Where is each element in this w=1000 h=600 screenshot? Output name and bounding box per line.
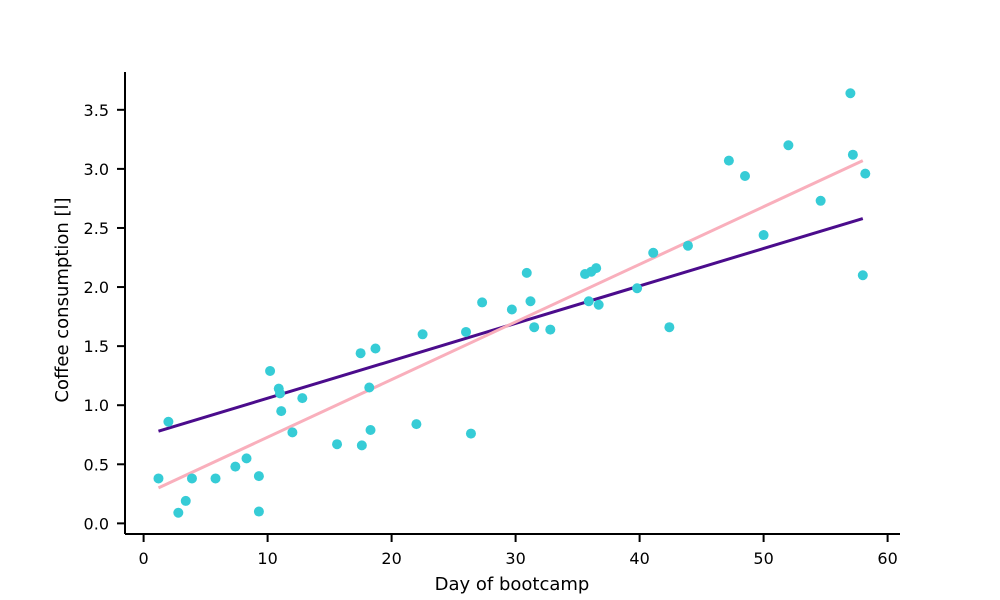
data-point: [506, 304, 517, 315]
data-point: [411, 419, 422, 430]
data-point: [847, 149, 858, 160]
data-point: [583, 296, 594, 307]
data-point: [783, 140, 794, 151]
data-point: [648, 247, 659, 258]
y-tick-label: 1.0: [84, 396, 109, 415]
data-point: [356, 440, 367, 451]
data-point: [253, 471, 264, 482]
data-point: [332, 439, 343, 450]
data-point: [230, 461, 241, 472]
data-point: [723, 155, 734, 166]
data-point: [525, 296, 536, 307]
data-point: [632, 283, 643, 294]
data-point: [370, 343, 381, 354]
y-tick-label: 1.5: [84, 337, 109, 356]
data-point: [529, 322, 540, 333]
data-point: [758, 230, 769, 241]
data-point: [465, 428, 476, 439]
y-tick-label: 0.5: [84, 455, 109, 474]
x-tick-label: 10: [257, 549, 277, 568]
x-tick-label: 60: [877, 549, 897, 568]
data-point: [276, 406, 287, 417]
data-point: [545, 324, 556, 335]
y-tick-label: 0.0: [84, 514, 109, 533]
data-points: [153, 88, 871, 518]
data-point: [275, 388, 285, 399]
y-tick-label: 3.0: [84, 160, 109, 179]
data-point: [364, 382, 375, 393]
ticks: 0 10 20 30 40 50 60 0.0 0.5 1.0 1.5 2.0 2.5 3.0 3.5: [84, 101, 898, 568]
data-point: [287, 427, 298, 438]
data-point: [857, 270, 868, 281]
x-tick-label: 40: [629, 549, 649, 568]
data-point: [241, 453, 252, 464]
y-tick-label: 2.5: [84, 219, 109, 238]
x-tick-label: 50: [753, 549, 773, 568]
x-tick-label: 0: [139, 549, 149, 568]
data-point: [845, 88, 856, 99]
data-point: [163, 416, 174, 427]
data-point: [815, 195, 826, 206]
data-point: [860, 168, 871, 179]
y-tick-label: 3.5: [84, 101, 109, 120]
data-point: [180, 495, 191, 506]
data-point: [461, 326, 471, 337]
data-point: [365, 425, 376, 436]
data-point: [591, 263, 602, 274]
data-point: [153, 473, 164, 484]
y-axis-title: Coffee consumption [l]: [52, 197, 73, 402]
data-point: [173, 507, 184, 518]
regression-lines: [157, 159, 864, 490]
data-point: [664, 322, 675, 333]
data-point: [477, 297, 488, 308]
data-point: [253, 506, 264, 517]
y-tick-label: 2.0: [84, 278, 109, 297]
data-point: [210, 473, 221, 484]
data-point: [355, 348, 366, 359]
data-point: [521, 267, 532, 278]
data-point: [265, 365, 276, 376]
x-tick-label: 30: [505, 549, 525, 568]
axes: [124, 72, 900, 535]
fit-line: [157, 159, 864, 490]
data-point: [740, 170, 750, 181]
x-axis-title: Day of bootcamp: [435, 574, 590, 595]
data-point: [297, 393, 308, 404]
data-point: [682, 240, 693, 251]
data-point: [186, 473, 197, 484]
x-tick-label: 20: [381, 549, 401, 568]
data-point: [593, 299, 604, 310]
data-point: [417, 329, 428, 340]
